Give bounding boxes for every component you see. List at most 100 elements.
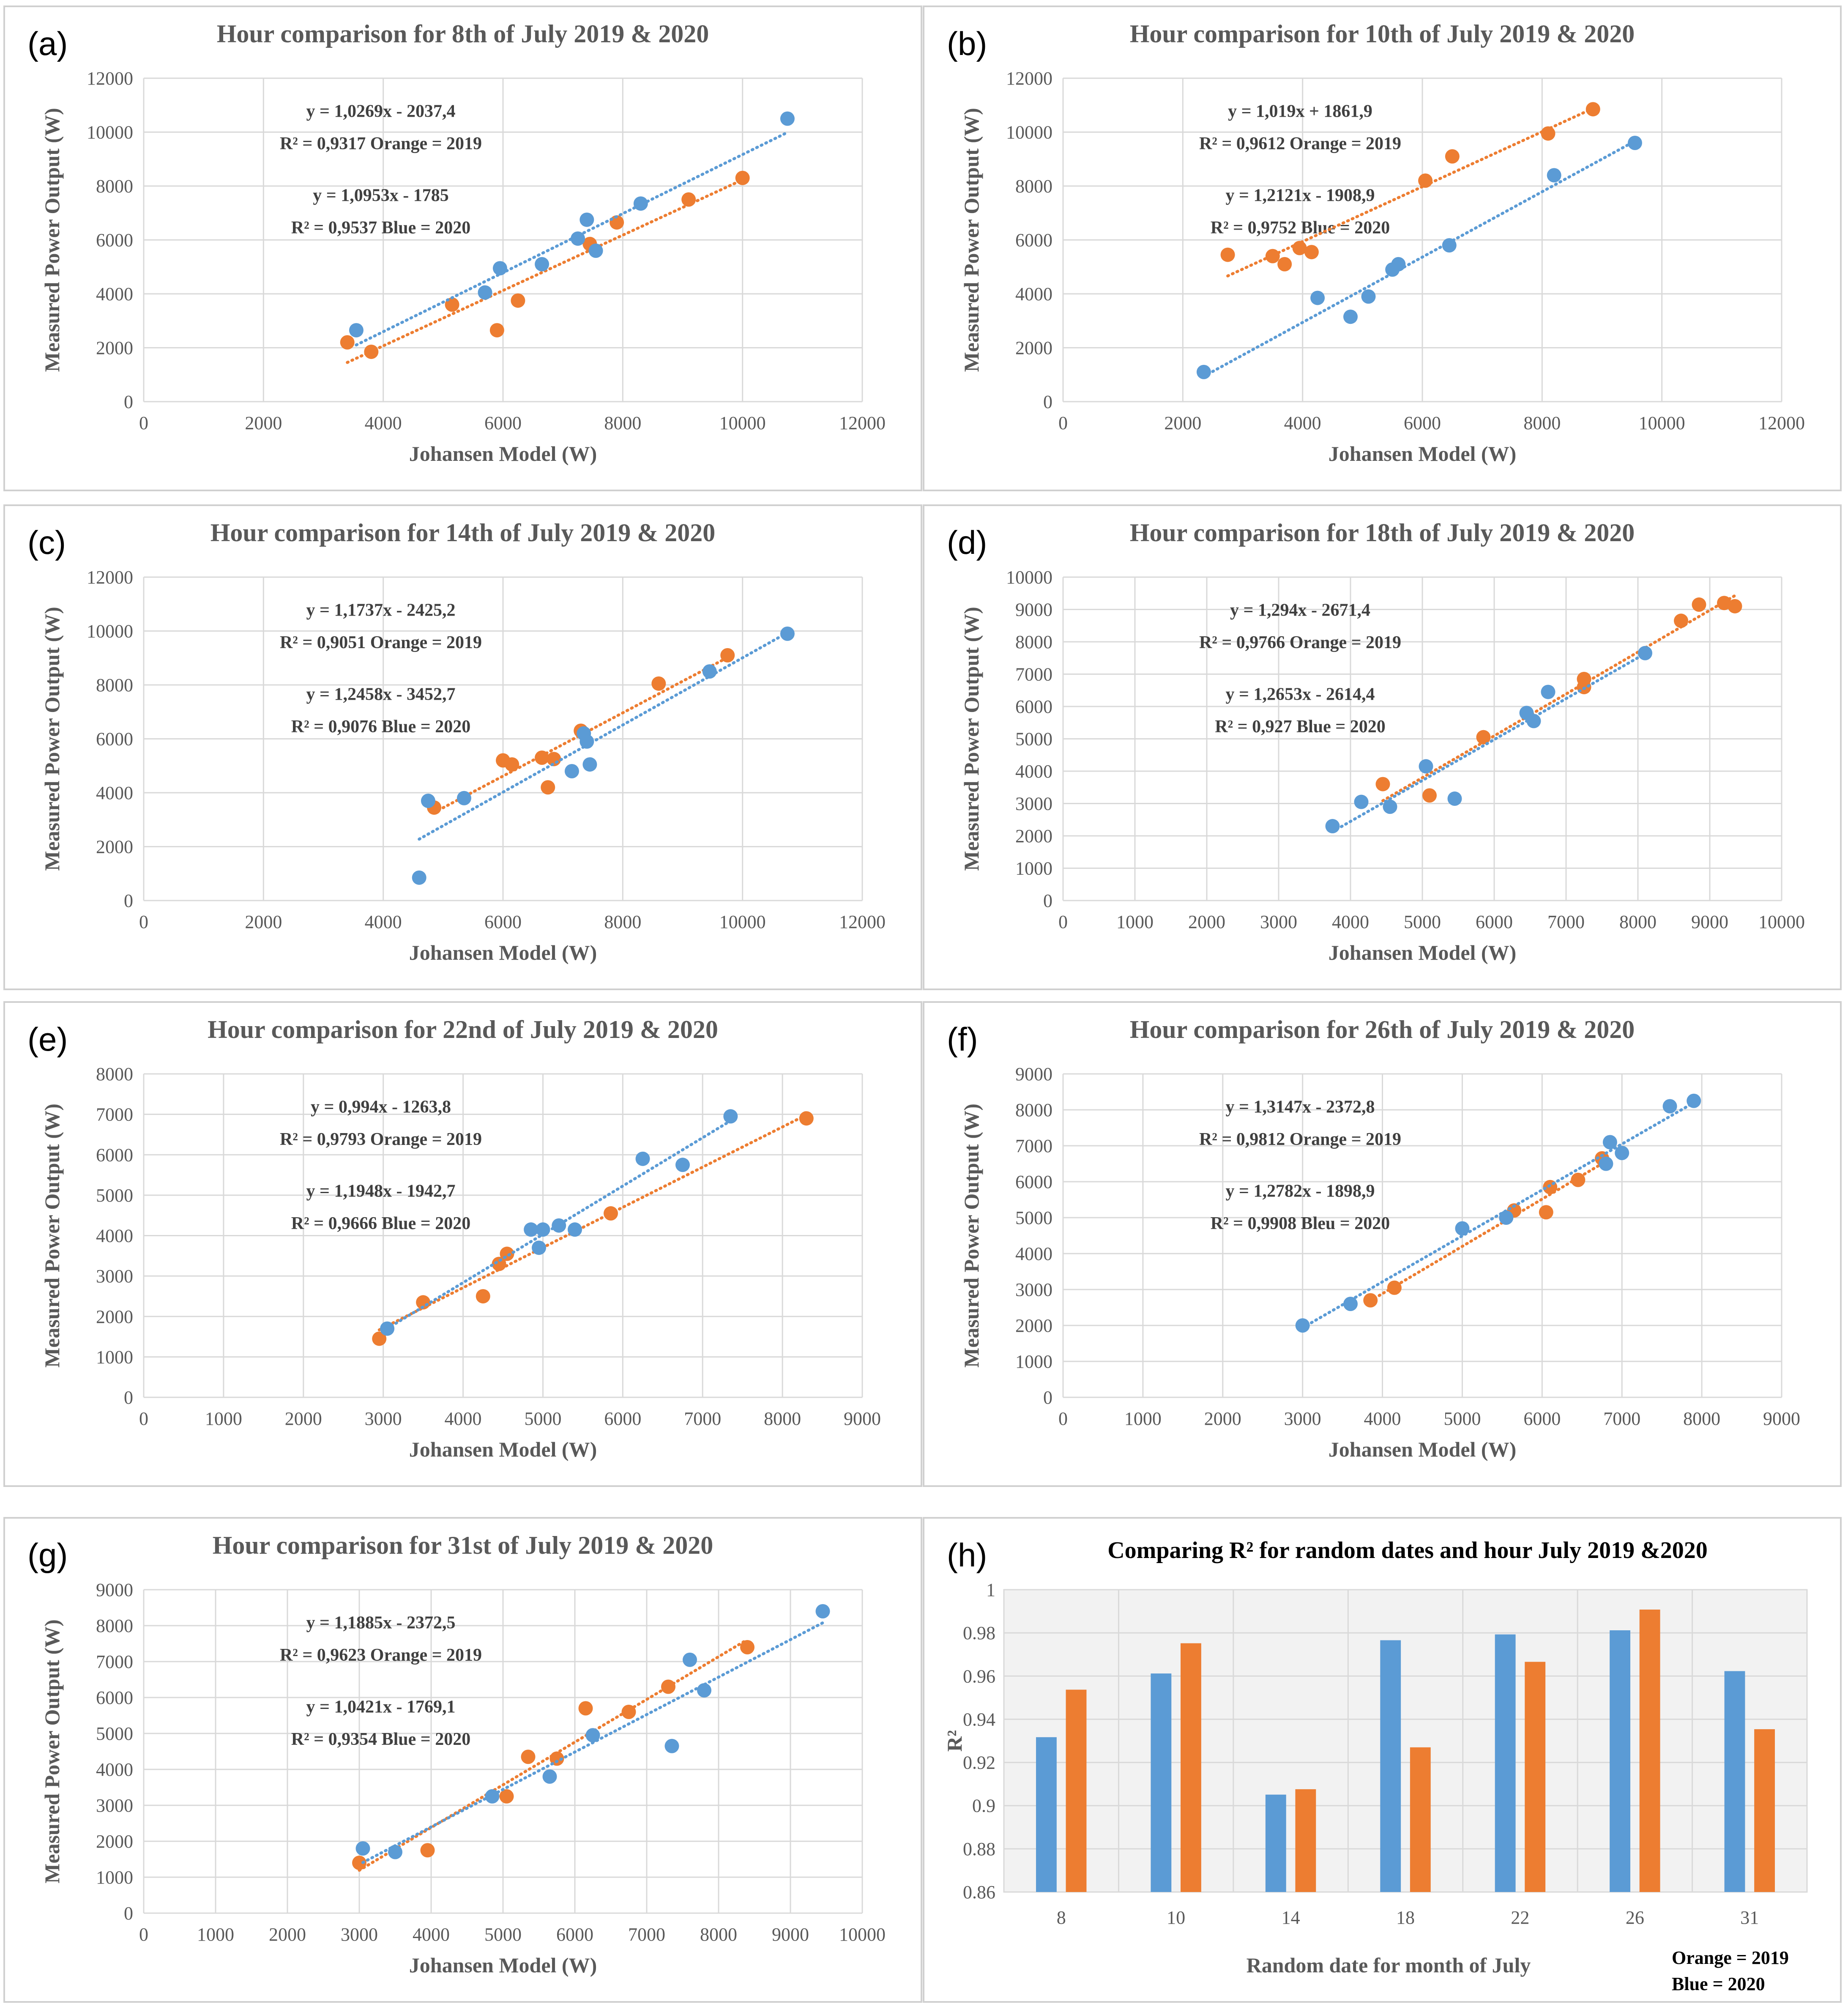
x-axis-label: Random date for month of July	[1247, 1953, 1531, 1977]
x-tick-label: 12000	[1758, 413, 1805, 433]
panel-frame	[3, 1517, 922, 2003]
x-tick-label: 18	[1396, 1907, 1415, 1928]
r-squared-label: R² = 0,9752 Blue = 2020	[1211, 218, 1390, 238]
data-point-blue	[457, 791, 471, 805]
x-tick-label: 5000	[484, 1924, 522, 1945]
chart-title: Hour comparison for 10th of July 2019 & …	[1130, 20, 1635, 48]
x-tick-label: 6000	[1476, 912, 1513, 932]
y-tick-label: 2000	[96, 837, 133, 857]
trendline-blue	[1202, 140, 1637, 378]
y-tick-label: 7000	[1015, 1136, 1052, 1156]
y-axis-label: Measured Power Output (W)	[40, 1619, 64, 1884]
y-tick-label: 12000	[1006, 68, 1052, 89]
x-tick-label: 8000	[1523, 413, 1561, 433]
panel-f: (f) Hour comparison for 26th of July 2019…	[923, 1001, 1842, 1487]
x-tick-label: 6000	[1523, 1408, 1561, 1429]
chart-title: Hour comparison for 22nd of July 2019 & …	[208, 1016, 718, 1043]
data-point-orange	[1539, 1205, 1553, 1220]
x-tick-label: 9000	[772, 1924, 809, 1945]
x-tick-label: 6000	[556, 1924, 593, 1945]
y-tick-label: 3000	[1015, 1279, 1052, 1300]
bar-blue	[1151, 1673, 1172, 1892]
y-tick-label: 10000	[1006, 122, 1052, 143]
bar-orange	[1410, 1747, 1431, 1892]
y-tick-label: 8000	[96, 675, 133, 695]
data-point-blue	[723, 1109, 738, 1124]
panel-label: (g)	[27, 1536, 68, 1574]
x-tick-label: 2000	[1188, 912, 1225, 932]
x-tick-label: 26	[1626, 1907, 1644, 1928]
y-axis-label: Measured Power Output (W)	[960, 108, 983, 372]
y-tick-label: 5000	[96, 1723, 133, 1744]
x-tick-label: 8000	[700, 1924, 737, 1945]
bar-blue	[1380, 1640, 1401, 1892]
data-point-blue	[1638, 646, 1652, 660]
data-point-blue	[535, 257, 549, 271]
y-tick-label: 1000	[96, 1867, 133, 1888]
x-tick-label: 5000	[524, 1408, 561, 1429]
chart-title: Hour comparison for 18th of July 2019 & …	[1130, 519, 1635, 547]
r-squared-label: R² = 0,9908 Bleu = 2020	[1211, 1214, 1390, 1233]
y-tick-label: 8000	[96, 1615, 133, 1636]
r-squared-label: R² = 0,9051 Orange = 2019	[280, 633, 482, 652]
x-tick-label: 12000	[839, 912, 886, 932]
data-point-blue	[1343, 309, 1358, 324]
data-point-orange	[621, 1705, 636, 1719]
y-tick-label: 5000	[1015, 1207, 1052, 1228]
data-point-orange	[521, 1750, 536, 1764]
data-point-orange	[1292, 241, 1307, 255]
trendline-blue	[385, 1119, 732, 1330]
data-point-orange	[740, 1640, 755, 1654]
r-squared-label: R² = 0,9317 Orange = 2019	[280, 134, 482, 153]
trendline-equation: y = 1,3147x - 2372,8	[1226, 1098, 1375, 1117]
y-tick-label: 1000	[96, 1347, 133, 1367]
bar-blue	[1265, 1794, 1286, 1892]
y-tick-label: 8000	[1015, 176, 1052, 197]
bar-orange	[1639, 1609, 1660, 1892]
data-point-orange	[578, 1701, 593, 1716]
x-tick-label: 10000	[719, 912, 766, 932]
x-tick-label: 10000	[719, 413, 766, 433]
y-tick-label: 8000	[1015, 632, 1052, 652]
data-point-blue	[635, 1151, 650, 1166]
data-point-blue	[571, 231, 585, 246]
x-tick-label: 2000	[1204, 1408, 1241, 1429]
r-squared-label: R² = 0,9537 Blue = 2020	[291, 218, 470, 238]
data-point-orange	[535, 750, 549, 765]
panel-b: (b) Hour comparison for 10th of July 2019…	[923, 5, 1842, 491]
data-point-blue	[568, 1222, 582, 1237]
bar-orange	[1066, 1689, 1087, 1892]
data-point-blue	[380, 1321, 395, 1336]
r-squared-label: R² = 0,9354 Blue = 2020	[291, 1730, 470, 1749]
y-tick-label: 0.92	[963, 1752, 995, 1773]
panel-label: (d)	[947, 524, 987, 561]
y-tick-label: 0	[124, 1387, 133, 1408]
data-point-orange	[549, 1751, 564, 1766]
data-point-orange	[1387, 1280, 1402, 1295]
data-point-orange	[1476, 730, 1491, 745]
x-tick-label: 0	[1058, 413, 1068, 433]
trendline-equation: y = 0,994x - 1263,8	[311, 1098, 451, 1117]
data-point-orange	[541, 780, 555, 795]
y-tick-label: 3000	[1015, 794, 1052, 814]
data-point-orange	[1692, 597, 1706, 612]
y-tick-label: 0.88	[963, 1839, 995, 1859]
y-tick-label: 2000	[1015, 338, 1052, 359]
data-point-blue	[524, 1222, 539, 1237]
y-tick-label: 0	[124, 1903, 133, 1924]
data-point-orange	[1220, 247, 1235, 262]
bar-orange	[1295, 1789, 1316, 1892]
r-squared-label: R² = 0,9666 Blue = 2020	[291, 1214, 470, 1233]
trendline-equation: y = 1,0953x - 1785	[313, 186, 448, 205]
y-axis-label: Measured Power Output (W)	[960, 1103, 983, 1368]
data-point-orange	[364, 345, 379, 359]
panel-c: (c) Hour comparison for 14th of July 2019…	[3, 504, 922, 990]
panel-frame	[3, 504, 922, 990]
y-tick-label: 4000	[1015, 761, 1052, 782]
x-tick-label: 31	[1740, 1907, 1759, 1928]
trendline-equation: y = 1,1948x - 1942,7	[306, 1181, 456, 1201]
data-point-orange	[1265, 249, 1280, 263]
data-point-blue	[1599, 1156, 1613, 1171]
data-point-orange	[489, 323, 504, 338]
